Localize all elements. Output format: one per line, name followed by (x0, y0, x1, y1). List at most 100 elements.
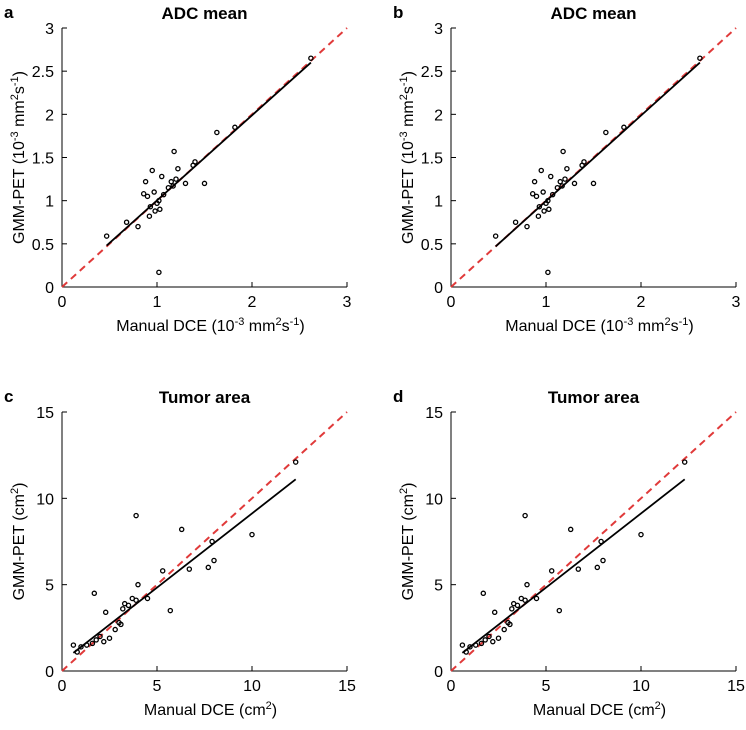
data-point (135, 223, 141, 230)
data-point (120, 606, 126, 612)
data-point (149, 167, 155, 174)
identity-line (61, 411, 348, 672)
y-tick-label: 10 (425, 491, 443, 508)
data-point (133, 512, 139, 519)
data-point (540, 189, 546, 195)
y-axis-label: GMM-PET (10-3 mm2s-1) (9, 71, 28, 244)
data-point (142, 178, 149, 185)
data-point (91, 590, 98, 597)
data-point (144, 595, 151, 602)
data-point (83, 642, 90, 648)
data-point (590, 180, 597, 187)
data-point (140, 191, 147, 197)
data-point (567, 526, 574, 533)
data-point (507, 621, 513, 628)
data-point (492, 233, 499, 239)
data-point (170, 183, 176, 189)
y-tick-label: 15 (36, 405, 54, 422)
data-point (102, 609, 109, 616)
x-tick-label: 2 (248, 294, 257, 311)
data-point (594, 564, 601, 571)
x-tick-label: 3 (732, 294, 741, 311)
data-point (133, 597, 139, 603)
y-tick-label: 0 (45, 664, 54, 681)
panel-letter: b (393, 3, 403, 22)
data-point (546, 206, 552, 213)
y-axis-label: GMM-PET (cm2) (9, 483, 28, 601)
data-point (135, 581, 141, 588)
chart-title: ADC mean (162, 4, 248, 23)
panel-letter: c (4, 387, 13, 406)
x-axis-label: Manual DCE (cm2) (533, 700, 666, 719)
x-axis-label: Manual DCE (10-3 mm2s-1) (116, 316, 304, 335)
x-axis-label: Manual DCE (cm2) (144, 700, 277, 719)
data-point (600, 557, 606, 564)
data-point (549, 191, 556, 198)
y-tick-label: 1.5 (421, 151, 443, 168)
x-tick-label: 3 (343, 294, 352, 311)
x-tick-label: 0 (58, 678, 67, 695)
y-tick-label: 2.5 (421, 64, 443, 81)
data-point (173, 176, 179, 182)
data-point (535, 213, 542, 219)
data-point (603, 129, 609, 136)
data-point (151, 189, 157, 195)
data-point (560, 148, 566, 155)
data-point (232, 124, 238, 131)
y-tick-label: 1 (45, 194, 54, 211)
data-point (536, 203, 543, 210)
x-tick-label: 15 (338, 678, 356, 695)
data-point (514, 602, 521, 609)
y-tick-label: 2 (434, 107, 443, 124)
data-point (165, 184, 172, 191)
data-point (522, 597, 528, 603)
data-point (292, 459, 299, 465)
fit-line (495, 61, 701, 248)
data-point (70, 642, 77, 648)
data-point (531, 178, 538, 185)
data-point (214, 129, 220, 136)
data-point (106, 635, 113, 641)
data-point (144, 193, 151, 200)
data-point (575, 566, 582, 572)
data-point (186, 566, 193, 572)
data-point (697, 55, 703, 61)
data-point (480, 590, 487, 597)
data-point (638, 531, 644, 538)
data-point (167, 607, 174, 614)
data-point (545, 197, 551, 204)
data-point (103, 233, 110, 239)
data-point (112, 626, 118, 633)
data-point (89, 640, 96, 647)
data-point (125, 602, 132, 609)
data-point (559, 183, 565, 189)
y-axis-label: GMM-PET (cm2) (398, 483, 417, 601)
y-tick-label: 5 (434, 578, 443, 595)
data-point (152, 208, 158, 214)
chart-panel-b: 0 1 2 3 0 0.5 1 1.5 2 2.5 3 ADC mean b Manual DCE (10… (393, 3, 741, 335)
y-tick-label: 3 (45, 21, 54, 38)
data-point (529, 191, 536, 197)
data-point (533, 193, 540, 200)
x-tick-label: 1 (153, 294, 162, 311)
chart-panel-d: 0 5 10 15 0 5 10 15 Tumor area d Manual DCE (cm2) G… (393, 387, 745, 719)
y-tick-label: 3 (434, 21, 443, 38)
data-point (598, 538, 604, 545)
y-tick-label: 10 (36, 491, 54, 508)
data-point (175, 165, 181, 172)
x-tick-label: 15 (727, 678, 745, 695)
data-point (512, 219, 519, 225)
data-point (501, 626, 507, 633)
y-tick-label: 2 (45, 107, 54, 124)
data-point (467, 644, 473, 650)
data-point (147, 203, 154, 210)
data-point (495, 635, 502, 641)
chart-panel-a: 0 1 2 3 0 0.5 1 1.5 2 2.5 3 ADC mean a Manual DCE (10… (4, 3, 352, 335)
y-tick-label: 0 (434, 664, 443, 681)
data-point (581, 159, 587, 165)
data-point (182, 180, 189, 187)
x-tick-label: 10 (632, 678, 650, 695)
data-point (548, 173, 554, 180)
y-tick-label: 5 (45, 578, 54, 595)
data-point (463, 649, 469, 655)
